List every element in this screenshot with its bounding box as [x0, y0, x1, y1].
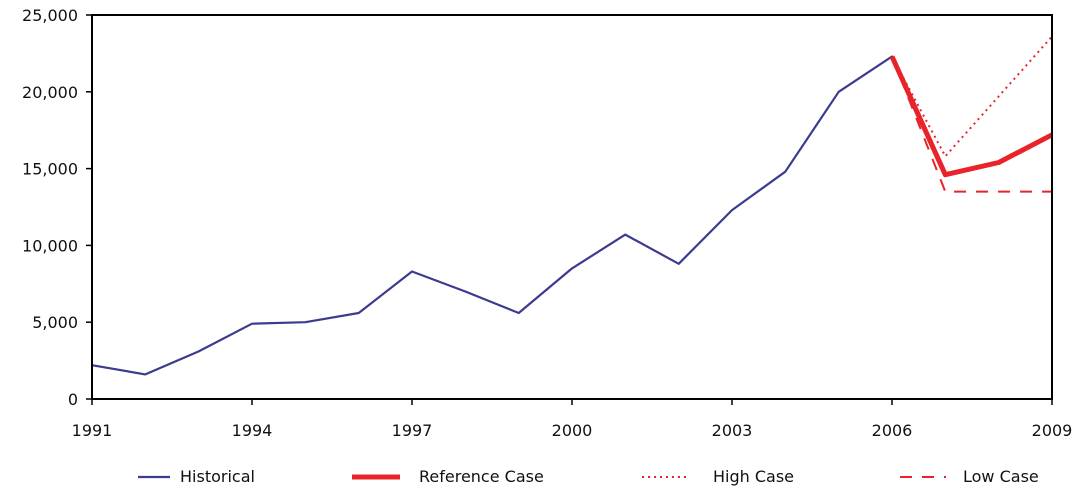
- legend-item: High Case: [642, 467, 794, 486]
- legend-item: Low Case: [900, 467, 1039, 486]
- legend: Historical Reference Case High Case Low Cas…: [138, 467, 1039, 486]
- legend-item: Historical: [138, 467, 255, 486]
- legend-label: High Case: [713, 467, 794, 486]
- y-tick-label: 0: [68, 390, 78, 409]
- axes: 0 5,000 10,000 15,000 20,000 25,000 1991 1994 19…: [22, 6, 1072, 440]
- x-tick-label: 2003: [712, 421, 753, 440]
- x-tick-label: 2006: [872, 421, 913, 440]
- x-tick-label: 1997: [392, 421, 433, 440]
- y-tick-label: 5,000: [32, 313, 78, 332]
- y-tick-label: 20,000: [22, 83, 78, 102]
- series-line-historical: [90, 55, 894, 376]
- y-tick-label: 25,000: [22, 6, 78, 25]
- series-line-low-case: [891, 56, 1052, 193]
- legend-label: Low Case: [963, 467, 1039, 486]
- x-tick-label: 1991: [72, 421, 113, 440]
- x-tick-label: 1994: [232, 421, 273, 440]
- legend-label: Reference Case: [419, 467, 544, 486]
- x-tick-label: 2009: [1032, 421, 1073, 440]
- series-line-reference-case: [889, 55, 1054, 178]
- chart-marks: [90, 35, 1054, 376]
- y-tick-label: 15,000: [22, 160, 78, 179]
- y-tick-label: 10,000: [22, 236, 78, 255]
- legend-item: Reference Case: [352, 467, 544, 486]
- series-line-high-case: [891, 35, 1053, 158]
- legend-label: Historical: [180, 467, 255, 486]
- x-tick-label: 2000: [552, 421, 593, 440]
- plot-frame: [91, 14, 1053, 400]
